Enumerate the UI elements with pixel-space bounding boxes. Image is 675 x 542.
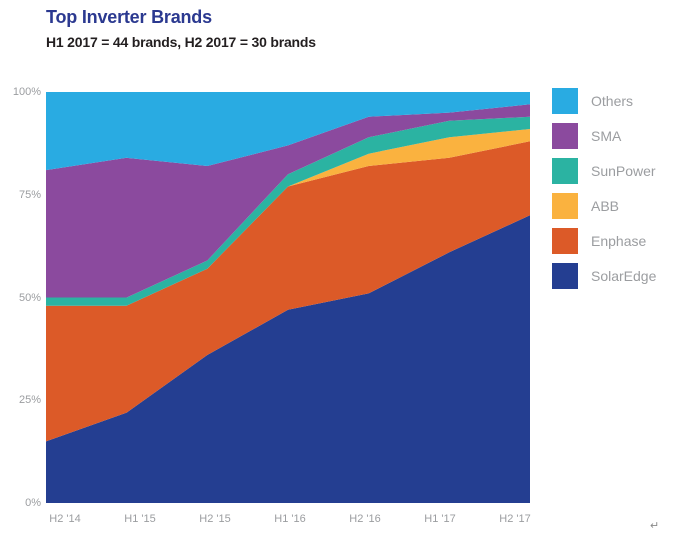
chart-subtitle: H1 2017 = 44 brands, H2 2017 = 30 brands bbox=[46, 34, 316, 50]
area-solaredge bbox=[46, 215, 530, 503]
legend-item-others: Others bbox=[552, 88, 656, 114]
y-tick-label: 75% bbox=[18, 188, 41, 201]
x-tick-label: H1 '16 bbox=[274, 513, 306, 525]
legend-item-solaredge: SolarEdge bbox=[552, 263, 656, 289]
x-tick-label: H1 '15 bbox=[124, 513, 156, 525]
legend-swatch-icon bbox=[552, 88, 578, 114]
legend-item-enphase: Enphase bbox=[552, 228, 656, 254]
area-abb bbox=[46, 129, 530, 306]
x-tick-label: H2 '16 bbox=[349, 513, 381, 525]
y-tick-label: 0% bbox=[25, 497, 41, 509]
legend-label: Others bbox=[591, 93, 634, 109]
x-tick-label: H1 '17 bbox=[424, 513, 456, 525]
legend-label: SunPower bbox=[591, 163, 656, 179]
y-tick-label: 25% bbox=[18, 394, 41, 407]
legend-label: SolarEdge bbox=[591, 268, 657, 284]
legend-label: Enphase bbox=[591, 233, 647, 249]
x-tick-label: H2 '17 bbox=[499, 513, 531, 525]
return-mark-glyph: ↵ bbox=[650, 520, 660, 532]
legend-label: SMA bbox=[591, 128, 622, 144]
legend-swatch-icon bbox=[552, 123, 578, 149]
y-tick-label: 100% bbox=[12, 86, 41, 98]
legend-swatch-icon bbox=[552, 228, 578, 254]
legend-item-sma: SMA bbox=[552, 123, 656, 149]
legend: Others SMA SunPower ABB Enphase SolarEdge bbox=[552, 88, 656, 298]
x-tick-label: H2 '14 bbox=[49, 513, 81, 525]
chart-title: Top Inverter Brands bbox=[46, 7, 212, 27]
area-sma bbox=[46, 104, 530, 298]
stacked-area-chart bbox=[46, 92, 530, 503]
legend-swatch-icon bbox=[552, 263, 578, 289]
legend-swatch-icon bbox=[552, 193, 578, 219]
area-enphase bbox=[46, 141, 530, 442]
y-tick-label: 50% bbox=[18, 291, 41, 304]
legend-item-sunpower: SunPower bbox=[552, 158, 656, 184]
legend-swatch-icon bbox=[552, 158, 578, 184]
legend-label: ABB bbox=[591, 198, 620, 214]
x-tick-label: H2 '15 bbox=[199, 513, 231, 525]
legend-item-abb: ABB bbox=[552, 193, 656, 219]
area-others bbox=[46, 92, 530, 171]
